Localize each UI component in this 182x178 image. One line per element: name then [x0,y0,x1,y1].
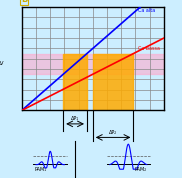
Text: B: B [21,0,27,4]
Text: Ca bassa: Ca bassa [138,46,160,51]
Bar [93,54,133,110]
Text: ΔP₁: ΔP₁ [71,116,79,121]
Text: PAM₂: PAM₂ [135,166,147,171]
Text: ΔP₂: ΔP₂ [109,130,117,135]
Bar [22,54,164,74]
Text: Ca alta: Ca alta [138,8,155,13]
Text: PAM₁: PAM₁ [35,166,47,171]
Bar [63,54,87,110]
Text: ΔV: ΔV [0,61,4,66]
